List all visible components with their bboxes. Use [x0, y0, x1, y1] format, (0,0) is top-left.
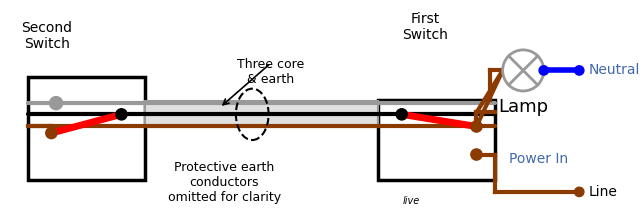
Circle shape: [471, 149, 482, 160]
Text: Lamp: Lamp: [498, 99, 548, 116]
Text: Protective earth
conductors
omitted for clarity: Protective earth conductors omitted for …: [168, 161, 281, 204]
Text: Power In: Power In: [509, 152, 568, 166]
FancyBboxPatch shape: [145, 101, 378, 127]
Text: Neutral: Neutral: [589, 63, 640, 77]
Circle shape: [575, 187, 584, 196]
Circle shape: [539, 66, 548, 75]
Circle shape: [49, 97, 63, 110]
Text: Line: Line: [589, 185, 618, 199]
Text: First
Switch: First Switch: [402, 12, 448, 42]
Text: live: live: [403, 196, 420, 206]
FancyBboxPatch shape: [378, 100, 495, 180]
FancyBboxPatch shape: [28, 77, 145, 180]
Text: Three core
& earth: Three core & earth: [237, 58, 305, 86]
Circle shape: [116, 109, 127, 120]
Circle shape: [575, 66, 584, 75]
Circle shape: [46, 127, 57, 139]
Circle shape: [502, 50, 544, 91]
Circle shape: [396, 109, 407, 120]
Text: Second
Switch: Second Switch: [21, 21, 72, 51]
Circle shape: [471, 121, 482, 132]
